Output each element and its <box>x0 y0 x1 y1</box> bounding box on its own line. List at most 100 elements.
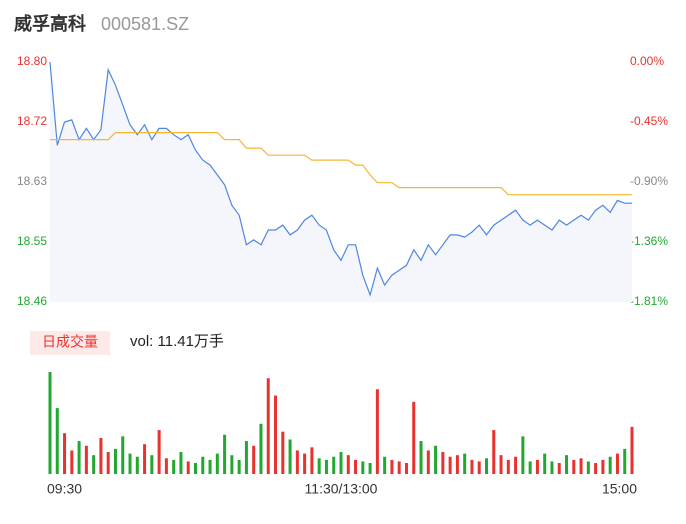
volume-bar <box>332 456 336 474</box>
volume-bar <box>434 445 438 474</box>
volume-bar <box>426 450 430 474</box>
volume-bar <box>543 453 547 474</box>
y-tick-label: 18.80 <box>17 54 47 68</box>
volume-bar <box>390 459 394 474</box>
stock-name: 威孚高科 <box>14 13 86 34</box>
volume-bar <box>63 433 67 474</box>
volume-bar <box>615 453 619 474</box>
x-tick-label: 09:30 <box>47 481 82 497</box>
volume-bar <box>310 447 314 474</box>
volume-bar <box>623 448 627 474</box>
volume-bar <box>150 455 154 474</box>
average-line <box>50 132 632 196</box>
volume-bar <box>266 378 270 474</box>
y2-tick-label: 0.00% <box>630 54 664 68</box>
y2-tick-label: -0.45% <box>630 114 668 128</box>
y2-tick-label: -1.36% <box>630 234 668 248</box>
volume-bar <box>397 461 401 474</box>
volume-bar <box>375 389 379 474</box>
volume-bar <box>70 450 74 474</box>
volume-bar <box>281 431 285 474</box>
volume-bar <box>295 450 299 474</box>
volume-bar <box>499 455 503 474</box>
y-tick-label: 18.55 <box>17 234 47 248</box>
volume-bar <box>521 436 525 474</box>
volume-bar <box>339 452 343 474</box>
volume-bar <box>84 445 88 474</box>
volume-bar <box>55 408 59 474</box>
x-tick-label: 11:30/13:00 <box>305 481 378 497</box>
volume-bar <box>550 461 554 474</box>
volume-bar <box>288 439 292 474</box>
price-area <box>50 62 632 302</box>
volume-bar <box>179 452 183 474</box>
volume-bar <box>172 459 176 474</box>
volume-bar <box>404 463 408 474</box>
volume-summary: vol: 11.41万手 <box>130 333 224 350</box>
volume-bar <box>419 441 423 474</box>
volume-bar <box>463 453 467 474</box>
volume-bar <box>557 463 561 474</box>
volume-bar <box>244 441 248 474</box>
volume-bar <box>354 459 358 474</box>
volume-bar <box>448 456 452 474</box>
volume-bar <box>99 437 103 474</box>
stock-code: 000581.SZ <box>101 14 189 34</box>
volume-bar <box>106 452 110 474</box>
volume-bar <box>113 448 117 474</box>
volume-bar <box>514 456 518 474</box>
volume-bar <box>303 453 307 474</box>
volume-bar <box>572 459 576 474</box>
y-tick-label: 18.72 <box>17 114 47 128</box>
volume-bar <box>535 459 539 474</box>
x-tick-label: 15:00 <box>602 481 637 497</box>
volume-bar <box>528 461 532 474</box>
price-line <box>49 61 632 297</box>
volume-bar <box>383 456 387 474</box>
volume-bar <box>48 372 52 474</box>
volume-bar <box>92 455 96 474</box>
volume-bar <box>128 453 132 474</box>
volume-bar <box>506 459 510 474</box>
volume-bar <box>601 459 605 474</box>
volume-bar <box>259 423 263 474</box>
volume-bar <box>230 455 234 474</box>
volume-bar <box>194 463 197 474</box>
volume-bar <box>77 441 81 474</box>
volume-bar <box>186 461 190 474</box>
volume-label: 日成交量 <box>42 334 98 350</box>
volume-bar <box>121 436 125 474</box>
volume-label-box <box>30 331 110 355</box>
volume-bar <box>274 395 278 474</box>
volume-bar <box>164 458 168 474</box>
volume-bar <box>492 430 496 474</box>
volume-bar <box>441 452 445 474</box>
volume-bar <box>412 401 416 474</box>
volume-bar <box>565 455 569 474</box>
volume-bar <box>223 434 227 474</box>
volume-bar <box>324 459 328 474</box>
volume-bar <box>143 444 147 474</box>
volume-bar <box>455 455 459 474</box>
volume-bar <box>470 459 474 474</box>
y2-tick-label: -0.90% <box>630 174 668 188</box>
volume-bar <box>252 445 256 474</box>
y2-tick-label: -1.81% <box>630 294 668 308</box>
volume-bar <box>346 455 350 474</box>
volume-bar <box>135 456 139 474</box>
volume-bar <box>208 459 212 474</box>
volume-bar <box>361 461 365 474</box>
volume-bar <box>237 459 241 474</box>
volume-bar <box>594 463 598 474</box>
volume-bar <box>157 430 161 474</box>
volume-bar <box>215 453 219 474</box>
volume-bar <box>586 461 590 474</box>
volume-bar <box>317 458 321 474</box>
volume-bar <box>608 456 612 474</box>
volume-bar <box>477 461 481 474</box>
volume-bar <box>368 463 372 474</box>
volume-bar <box>201 456 205 474</box>
volume-bar <box>579 458 583 474</box>
y-tick-label: 18.63 <box>17 174 47 188</box>
